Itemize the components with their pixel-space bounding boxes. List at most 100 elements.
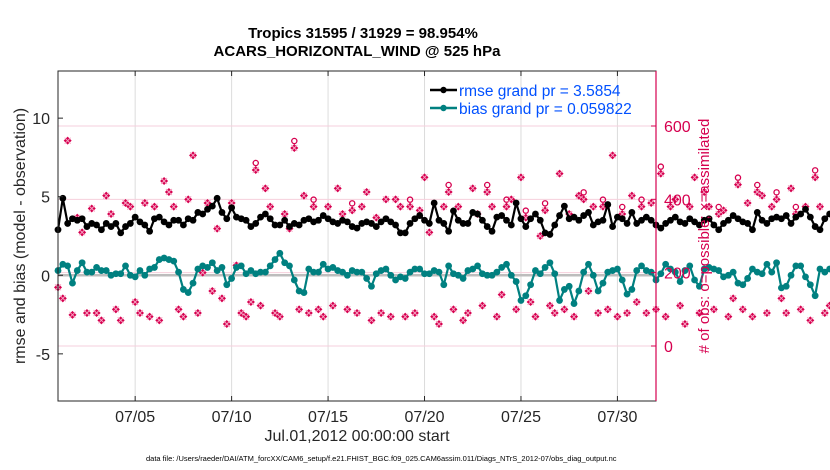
bias-point xyxy=(353,268,361,276)
bias-point xyxy=(715,267,723,274)
obs-x-marker xyxy=(773,195,780,203)
y-ticks: -5 0 5 10 xyxy=(32,111,63,364)
obs-x-marker xyxy=(662,313,669,321)
rmse-point xyxy=(720,220,727,227)
obs-x-marker xyxy=(479,302,486,310)
bias-point xyxy=(454,271,462,279)
bias-point xyxy=(565,282,573,290)
obs-x-marker xyxy=(88,205,96,212)
bias-point xyxy=(739,281,747,289)
bias-point xyxy=(638,262,645,270)
rmse-point xyxy=(276,221,284,229)
rmse-point xyxy=(126,220,134,227)
obs-x-marker xyxy=(141,199,149,207)
bias-point xyxy=(546,259,554,267)
obs-x-marker xyxy=(459,316,467,324)
obs-x-marker xyxy=(633,298,641,306)
bias-point xyxy=(802,273,809,281)
obs-x-marker xyxy=(175,305,182,313)
rmse-point xyxy=(252,220,260,227)
rmse-point xyxy=(228,204,236,212)
obs-x-marker xyxy=(189,151,197,159)
rmse-point xyxy=(213,194,221,202)
bias-point xyxy=(768,268,776,276)
bias-point xyxy=(286,262,293,270)
obs-x-marker xyxy=(344,305,351,313)
obs-possible-marker xyxy=(348,200,356,207)
obs-x-marker xyxy=(527,298,534,306)
obs-x-marker xyxy=(739,305,747,313)
obs-x-marker xyxy=(247,298,255,306)
obs-possible-marker xyxy=(522,207,530,214)
bias-point xyxy=(483,271,491,279)
bias-point xyxy=(136,267,144,274)
rmse-point xyxy=(662,220,670,227)
obs-x-marker xyxy=(406,203,414,211)
bias-point xyxy=(585,260,592,268)
bias-point xyxy=(175,268,182,276)
rmse-point xyxy=(782,212,790,219)
rmse-point xyxy=(334,220,342,227)
rmse-point xyxy=(546,231,554,238)
rmse-point xyxy=(686,215,694,223)
rmse-point xyxy=(93,221,100,229)
obs-x-marker xyxy=(411,309,419,317)
obs-possible-marker xyxy=(580,189,587,196)
rmse-point xyxy=(691,218,698,226)
rmse-point xyxy=(744,220,752,227)
rmse-point xyxy=(122,223,129,230)
bias-point xyxy=(686,262,694,270)
rmse-point xyxy=(450,207,457,215)
bias-point xyxy=(387,271,395,279)
obs-possible-marker xyxy=(773,189,780,196)
rmse-point xyxy=(165,221,173,229)
obs-possible-marker xyxy=(811,167,819,174)
obs-x-marker xyxy=(609,151,616,159)
rmse-point xyxy=(411,215,419,223)
bias-point xyxy=(300,289,308,296)
bias-point xyxy=(647,268,655,276)
bias-point xyxy=(64,262,72,270)
bias-point xyxy=(208,259,216,267)
rmse-point xyxy=(59,194,67,202)
obs-x-marker xyxy=(445,188,452,196)
bias-point xyxy=(522,292,530,300)
x-tick-label: 07/05 xyxy=(115,409,155,426)
rmse-point xyxy=(512,199,520,207)
obs-x-marker xyxy=(315,305,322,313)
bias-point xyxy=(223,281,231,289)
rmse-point xyxy=(242,216,250,224)
rmse-point xyxy=(589,221,597,229)
obs-x-marker xyxy=(160,177,168,185)
obs-possible-marker xyxy=(310,196,317,203)
bias-point xyxy=(73,267,81,274)
obs-x-marker xyxy=(696,309,703,317)
bias-point xyxy=(758,270,766,278)
bias-point xyxy=(493,268,501,276)
y2-tick-label: 200 xyxy=(664,266,691,283)
obs-x-marker xyxy=(102,192,110,200)
rmse-point xyxy=(474,210,481,218)
bias-point xyxy=(671,268,679,276)
bias-point xyxy=(151,264,158,271)
rmse-point xyxy=(763,220,771,227)
obs-x-marker xyxy=(787,184,795,192)
obs-x-marker xyxy=(387,313,395,321)
rmse-point xyxy=(286,223,293,230)
legend-rmse-label: rmse grand pr = 3.5854 xyxy=(459,83,621,100)
bias-point xyxy=(93,264,100,271)
obs-x-marker xyxy=(604,305,612,313)
rmse-point xyxy=(488,227,496,235)
bias-point xyxy=(112,270,120,278)
rmse-point xyxy=(821,215,829,223)
bias-point xyxy=(614,265,621,273)
rmse-point xyxy=(787,220,795,227)
bias-point xyxy=(536,270,544,278)
obs-x-marker xyxy=(551,309,559,317)
obs-x-marker xyxy=(377,309,385,317)
x-axis-label: Jul.01,2012 00:00:00 start xyxy=(264,428,450,445)
bias-point xyxy=(421,270,428,278)
bias-point xyxy=(406,268,414,276)
rmse-point xyxy=(372,223,380,230)
bias-point xyxy=(667,265,674,273)
